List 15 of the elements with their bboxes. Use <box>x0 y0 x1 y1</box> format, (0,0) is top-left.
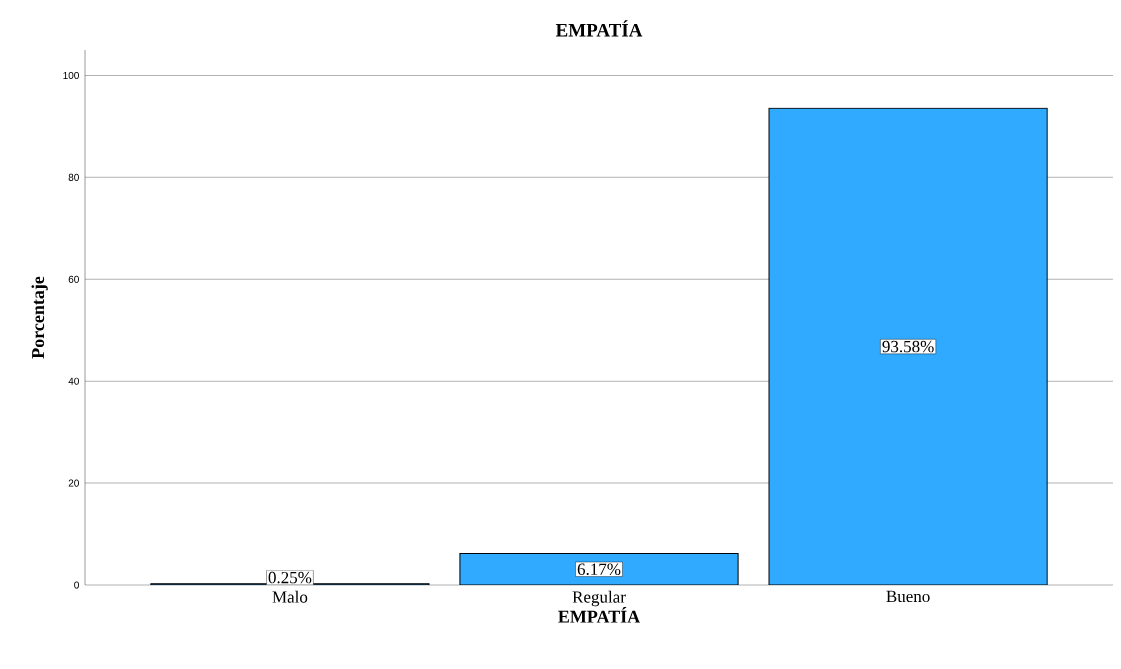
y-tick-label: 80 <box>68 173 79 181</box>
y-tick-label: 20 <box>68 479 79 487</box>
y-tick-label: 40 <box>68 377 79 385</box>
x-axis-title: EMPATÍA <box>558 607 641 623</box>
x-tick-label: Malo <box>272 590 308 603</box>
x-tick-label: Bueno <box>886 590 930 603</box>
y-tick-label: 100 <box>63 71 79 79</box>
x-tick-label: Regular <box>572 590 626 607</box>
data-label: 6.17% <box>577 563 621 576</box>
y-tick-label: 60 <box>68 275 79 283</box>
data-label: 93.58% <box>882 340 934 353</box>
y-axis-title: Porcentaje <box>31 276 48 359</box>
chart-title: EMPATÍA <box>555 20 643 37</box>
y-tick-label: 0 <box>74 581 79 589</box>
data-label: 0.25% <box>268 571 312 584</box>
